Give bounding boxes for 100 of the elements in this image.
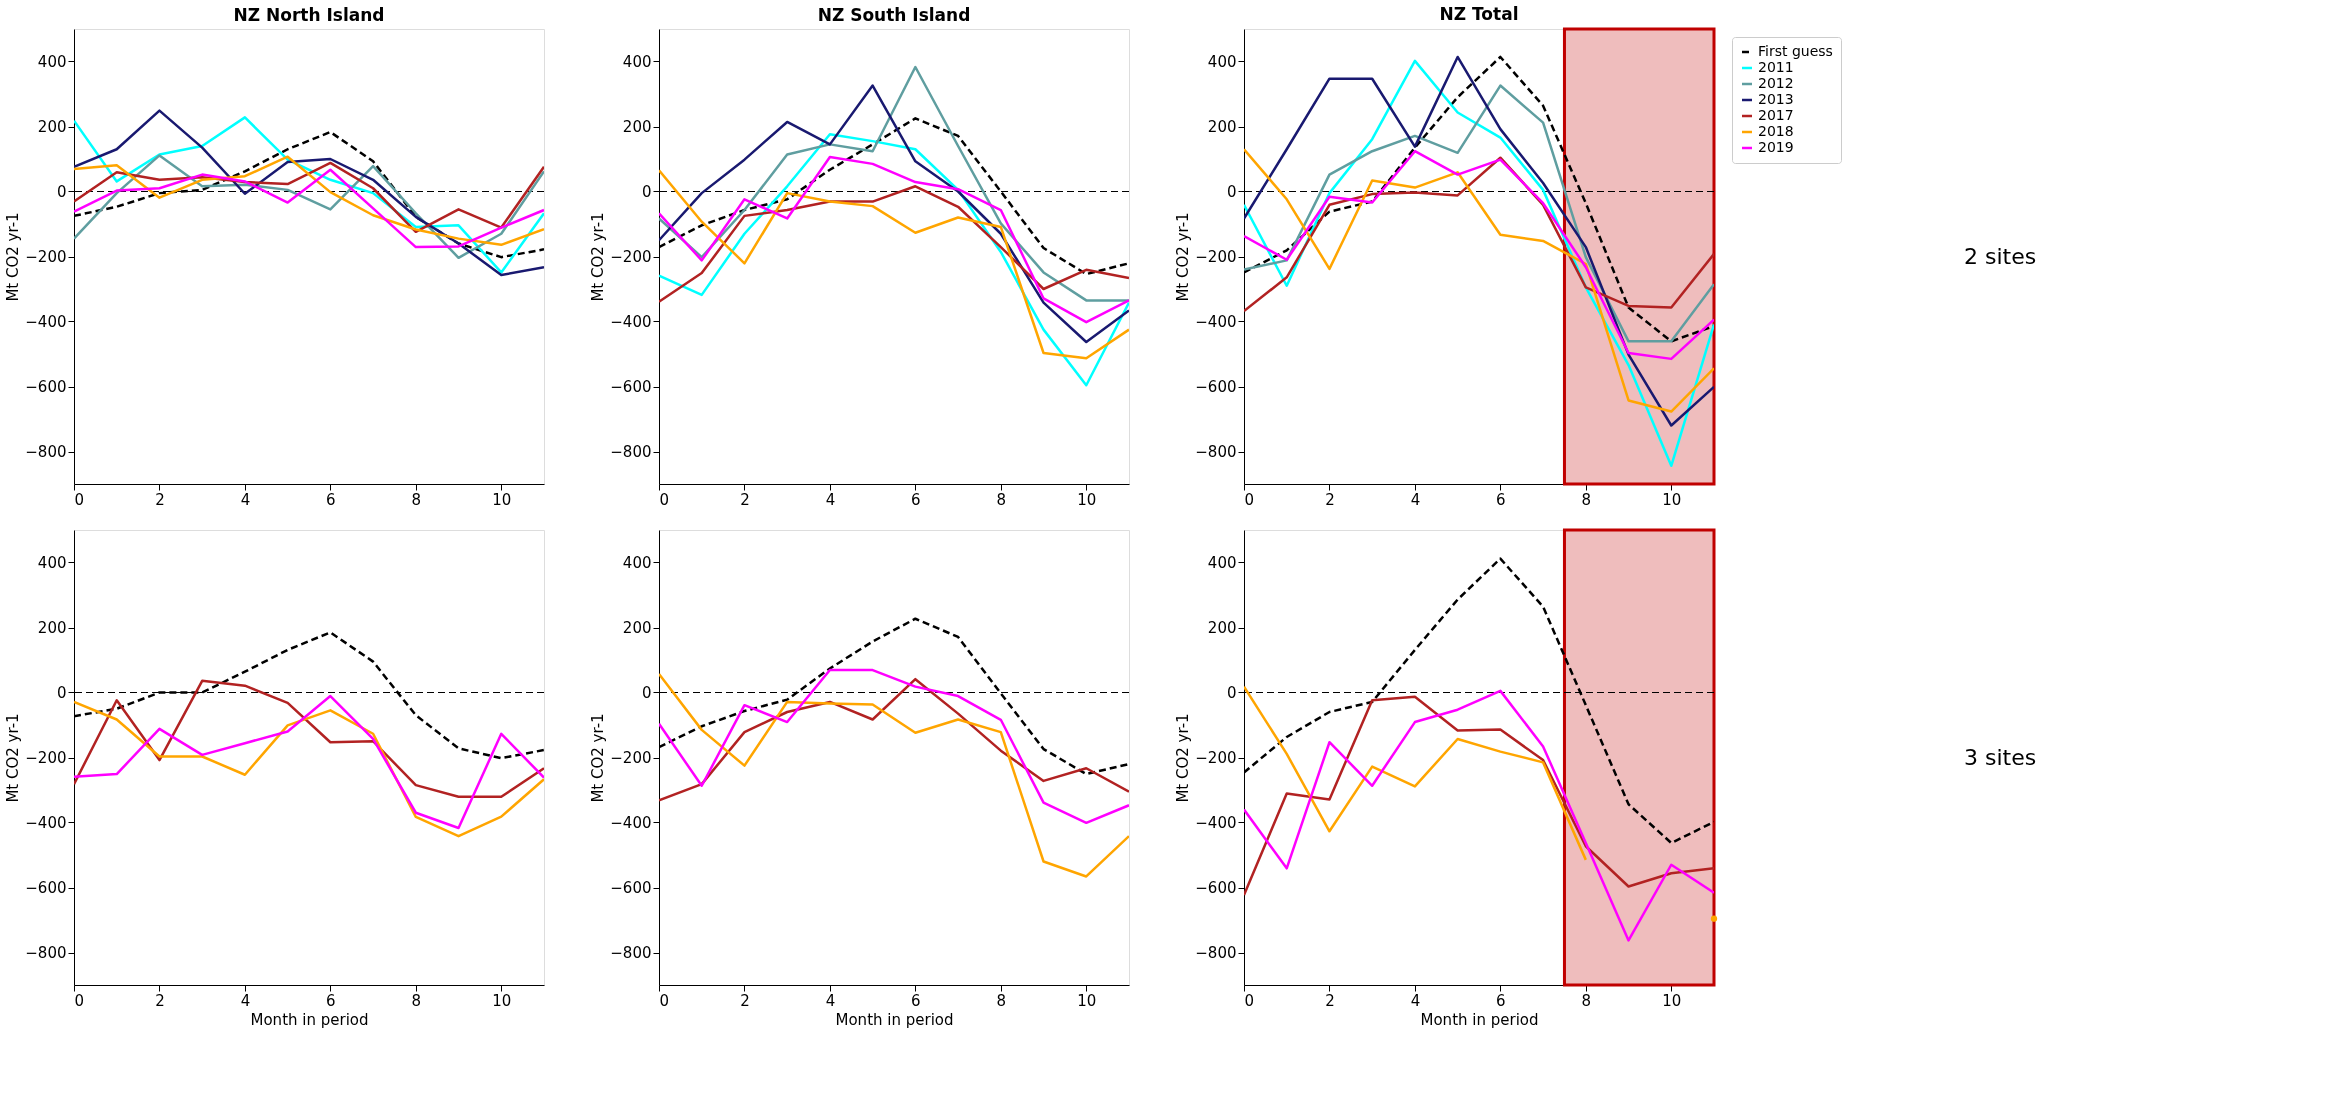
- y-tick-label: −400: [1195, 814, 1237, 832]
- x-tick-label: 6: [326, 991, 336, 1010]
- y-tick-label: 200: [622, 118, 652, 136]
- line-series: [74, 679, 544, 799]
- x-tick-label: 8: [411, 490, 422, 509]
- chart-title: NZ Total: [1439, 3, 1519, 24]
- y-tick-label: −400: [610, 814, 652, 832]
- x-tick-label: 10: [1662, 991, 1682, 1010]
- y-tick-label: 0: [641, 183, 652, 201]
- y-tick-label: 400: [37, 554, 67, 572]
- line-series: [1244, 148, 1714, 413]
- x-axis-title: Month in period: [250, 1010, 369, 1029]
- line-series: [1244, 695, 1714, 897]
- x-tick-label: 2: [1325, 490, 1335, 509]
- line-series: [74, 168, 544, 249]
- chart-title: NZ South Island: [817, 5, 971, 25]
- text: 3 sites: [1964, 744, 2037, 770]
- y-tick-label: −600: [610, 879, 652, 897]
- y-tick-label: −800: [25, 944, 67, 962]
- y-tick-label: −400: [25, 313, 67, 331]
- x-tick-label: 0: [659, 490, 670, 509]
- y-tick-label: −200: [1195, 248, 1237, 266]
- y-tick-label: −200: [610, 248, 652, 266]
- text: 2 sites: [1964, 243, 2037, 269]
- chart-title: NZ North Island: [233, 5, 385, 25]
- y-tick-label: −800: [1195, 944, 1237, 962]
- y-tick-label: −400: [1195, 313, 1237, 331]
- legend-label: 2019: [1758, 139, 1794, 155]
- line-series: [659, 668, 1129, 825]
- x-tick-label: 10: [492, 490, 512, 509]
- y-tick-label: −600: [610, 378, 652, 396]
- y-tick-label: 0: [1226, 684, 1237, 702]
- y-tick-label: 200: [622, 619, 652, 637]
- line-series: [1244, 689, 1714, 942]
- y-tick-label: −600: [25, 378, 67, 396]
- x-tick-label: 0: [74, 490, 85, 509]
- x-tick-label: 4: [240, 490, 251, 509]
- x-axis-title: Month in period: [835, 1010, 954, 1029]
- y-tick-label: 200: [1207, 619, 1237, 637]
- x-tick-label: 4: [825, 490, 836, 509]
- legend-label: 2013: [1758, 91, 1794, 107]
- x-tick-label: 2: [1325, 991, 1335, 1010]
- x-tick-label: 10: [1077, 991, 1097, 1010]
- x-tick-label: 4: [825, 991, 836, 1010]
- x-tick-label: 6: [911, 490, 921, 509]
- y-tick-label: −800: [25, 443, 67, 461]
- y-axis-title: Mt CO2 yr-1: [589, 212, 608, 302]
- x-tick-label: 0: [659, 991, 670, 1010]
- y-tick-label: 400: [1207, 53, 1237, 71]
- x-tick-label: 8: [996, 490, 1007, 509]
- y-tick-label: −800: [610, 443, 652, 461]
- x-tick-label: 0: [74, 991, 85, 1010]
- y-tick-label: −800: [610, 944, 652, 962]
- x-tick-label: 8: [1581, 490, 1592, 509]
- line-series: [659, 84, 1129, 344]
- y-tick-label: −800: [1195, 443, 1237, 461]
- x-tick-label: 6: [1496, 490, 1506, 509]
- y-tick-label: 200: [1207, 118, 1237, 136]
- y-tick-label: 200: [37, 118, 67, 136]
- x-tick-label: 8: [411, 991, 422, 1010]
- y-axis-title: Mt CO2 yr-1: [1174, 713, 1193, 803]
- y-tick-label: −200: [1195, 749, 1237, 767]
- legend-label: 2011: [1758, 59, 1794, 75]
- x-tick-label: 2: [155, 490, 165, 509]
- line-series: [659, 155, 1129, 324]
- x-tick-label: 2: [740, 991, 750, 1010]
- y-tick-label: 0: [641, 684, 652, 702]
- legend-label: 2017: [1758, 107, 1794, 123]
- x-tick-label: 4: [1410, 490, 1421, 509]
- line-series: [659, 672, 1129, 878]
- y-axis-title: Mt CO2 yr-1: [4, 212, 23, 302]
- x-tick-label: 6: [1496, 991, 1506, 1010]
- y-tick-label: 400: [622, 554, 652, 572]
- y-tick-label: −600: [1195, 378, 1237, 396]
- y-tick-label: 400: [622, 53, 652, 71]
- y-tick-label: 400: [37, 53, 67, 71]
- y-tick-label: 0: [56, 183, 67, 201]
- y-axis-title: Mt CO2 yr-1: [589, 713, 608, 803]
- x-tick-label: 2: [155, 991, 165, 1010]
- y-axis-title: Mt CO2 yr-1: [1174, 212, 1193, 302]
- legend-label: First guess: [1758, 43, 1833, 59]
- line-series: [659, 169, 1129, 360]
- y-tick-label: −200: [25, 248, 67, 266]
- x-axis-title: Month in period: [1420, 1010, 1539, 1029]
- x-tick-label: 10: [1077, 490, 1097, 509]
- x-tick-label: 10: [492, 991, 512, 1010]
- x-tick-label: 2: [740, 490, 750, 509]
- x-tick-label: 4: [240, 991, 251, 1010]
- y-tick-label: 0: [56, 684, 67, 702]
- x-tick-label: 10: [1662, 490, 1682, 509]
- x-tick-label: 8: [1581, 991, 1592, 1010]
- y-tick-label: −600: [1195, 879, 1237, 897]
- x-tick-label: 8: [996, 991, 1007, 1010]
- y-tick-label: −200: [610, 749, 652, 767]
- y-axis-title: Mt CO2 yr-1: [4, 713, 23, 803]
- x-tick-label: 4: [1410, 991, 1421, 1010]
- line-series: [1244, 149, 1714, 361]
- y-tick-label: −400: [610, 313, 652, 331]
- legend-label: 2012: [1758, 75, 1794, 91]
- y-tick-label: −200: [25, 749, 67, 767]
